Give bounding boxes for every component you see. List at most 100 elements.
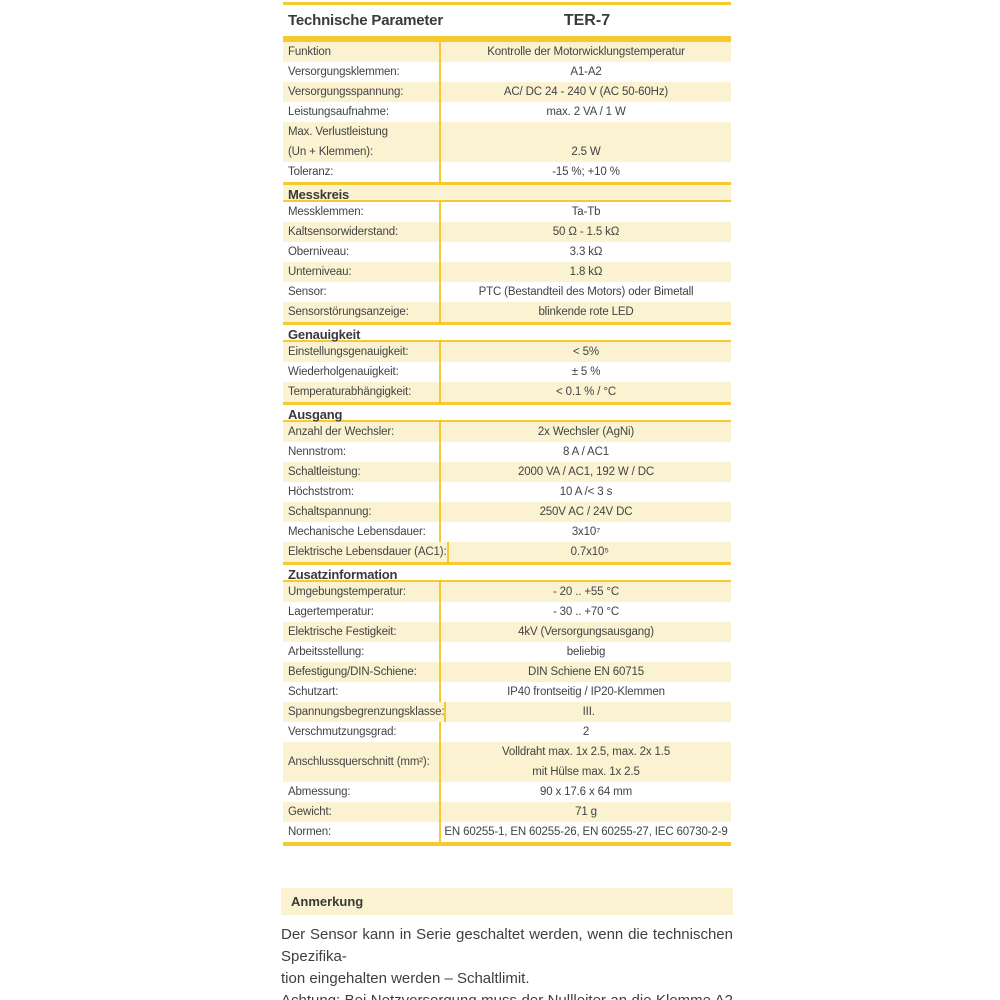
row-value: Volldraht max. 1x 2.5, max. 2x 1.5 mit Hü… — [441, 742, 731, 782]
row-value-line: 50 Ω - 1.5 kΩ — [552, 226, 620, 238]
row-label: Befestigung/DIN-Schiene: — [283, 662, 441, 682]
row-label: Temperaturabhängigkeit: — [283, 382, 441, 402]
row-label-line: Leistungsaufnahme: — [288, 106, 389, 118]
row-label: Schaltleistung: — [283, 462, 441, 482]
row-value: 3.3 kΩ — [441, 242, 731, 262]
table-row: Kaltsensorwiderstand: 50 Ω - 1.5 kΩ — [283, 222, 731, 242]
row-label-line: Spannungsbegrenzungsklasse: — [288, 706, 445, 718]
row-label-line: Schaltspannung: — [288, 506, 372, 518]
row-label-line: Höchststrom: — [288, 486, 354, 498]
table-row: Funktion Kontrolle der Motorwicklungstemp… — [283, 42, 731, 62]
row-label: Mechanische Lebensdauer: — [283, 522, 441, 542]
row-value: 1.8 kΩ — [441, 262, 731, 282]
row-label-line: Befestigung/DIN-Schiene: — [288, 666, 417, 678]
row-value: 2 — [441, 722, 731, 742]
table-row: Elektrische Lebensdauer (AC1): 0.7x10⁵ — [283, 542, 731, 562]
row-value: 71 g — [441, 802, 731, 822]
table-row: Toleranz: -15 %; +10 % — [283, 162, 731, 182]
table-row: Höchststrom: 10 A /< 3 s — [283, 482, 731, 502]
row-label: Einstellungsgenauigkeit: — [283, 342, 441, 362]
row-value: 4kV (Versorgungsausgang) — [441, 622, 731, 642]
row-value-line: - 30 .. +70 °C — [552, 606, 620, 618]
row-label: Unterniveau: — [283, 262, 441, 282]
table-row: Nennstrom: 8 A / AC1 — [283, 442, 731, 462]
table-row: Wiederholgenauigkeit: ± 5 % — [283, 362, 731, 382]
row-value-line: 0.7x10⁵ — [570, 546, 609, 558]
table-row: Schaltspannung: 250V AC / 24V DC — [283, 502, 731, 522]
row-value: 250V AC / 24V DC — [441, 502, 731, 522]
row-value-line: blinkende rote LED — [538, 306, 634, 318]
row-value-line: 4kV (Versorgungsausgang) — [518, 626, 654, 638]
gold-header-bar — [283, 36, 731, 42]
row-label: Normen: — [283, 822, 441, 842]
row-label-line: Kaltsensorwiderstand: — [288, 226, 398, 238]
row-label: Kaltsensorwiderstand: — [283, 222, 441, 242]
row-value: - 20 .. +55 °C — [441, 582, 731, 602]
row-value: 3x10⁷ — [441, 522, 731, 542]
table-header-row: Technische Parameter TER-7 — [283, 5, 731, 36]
row-label: Elektrische Lebensdauer (AC1): — [283, 542, 449, 562]
row-value-line: 90 x 17.6 x 64 mm — [539, 786, 633, 798]
row-value-line: beliebig — [566, 646, 606, 658]
row-value-line: AC/ DC 24 - 240 V (AC 50-60Hz) — [503, 86, 669, 98]
row-label-line: Unterniveau: — [288, 266, 352, 278]
table-row: Einstellungsgenauigkeit: < 5% — [283, 342, 731, 362]
row-label: Verschmutzungsgrad: — [283, 722, 441, 742]
row-label: Elektrische Festigkeit: — [283, 622, 441, 642]
row-value: < 5% — [441, 342, 731, 362]
gold-bottom-bar — [283, 842, 731, 846]
row-value: III. — [446, 702, 731, 722]
section-header: Zusatzinformation — [283, 562, 731, 582]
row-value: Kontrolle der Motorwicklungstemperatur — [441, 42, 731, 62]
table-row: Lagertemperatur: - 30 .. +70 °C — [283, 602, 731, 622]
table-row: Versorgungsklemmen: A1-A2 — [283, 62, 731, 82]
row-value: ± 5 % — [441, 362, 731, 382]
note-header: Anmerkung — [281, 888, 733, 915]
row-value-line: 10 A /< 3 s — [559, 486, 613, 498]
row-label-line: Verschmutzungsgrad: — [288, 726, 397, 738]
row-value: Ta-Tb — [441, 202, 731, 222]
table-row: Verschmutzungsgrad: 2 — [283, 722, 731, 742]
row-label-line: Abmessung: — [288, 786, 351, 798]
row-value: -15 %; +10 % — [441, 162, 731, 182]
row-value-line: III. — [582, 706, 595, 718]
row-label-line: Normen: — [288, 826, 332, 838]
section-header: Messkreis — [283, 182, 731, 202]
table-row: Messklemmen: Ta-Tb — [283, 202, 731, 222]
table-row: Normen: EN 60255-1, EN 60255-26, EN 60255… — [283, 822, 731, 842]
row-label: Umgebungstemperatur: — [283, 582, 441, 602]
table-row: Umgebungstemperatur: - 20 .. +55 °C — [283, 582, 731, 602]
table-row: Befestigung/DIN-Schiene: DIN Schiene EN 6… — [283, 662, 731, 682]
row-label: Sensor: — [283, 282, 441, 302]
row-label: Wiederholgenauigkeit: — [283, 362, 441, 382]
row-label: Anzahl der Wechsler: — [283, 422, 441, 442]
row-label-line: Einstellungsgenauigkeit: — [288, 346, 409, 358]
row-label-line: Schutzart: — [288, 686, 339, 698]
row-value: 0.7x10⁵ — [449, 542, 732, 562]
row-value: blinkende rote LED — [441, 302, 731, 322]
table-row: Elektrische Festigkeit: 4kV (Versorgungsa… — [283, 622, 731, 642]
row-value-line: PTC (Bestandteil des Motors) oder Bimeta… — [478, 286, 694, 298]
row-value-line: 2x Wechsler (AgNi) — [537, 426, 635, 438]
row-value-line: < 0.1 % / °C — [555, 386, 616, 398]
table-row: Oberniveau: 3.3 kΩ — [283, 242, 731, 262]
table-row: Arbeitsstellung: beliebig — [283, 642, 731, 662]
row-value-line: 3x10⁷ — [571, 526, 601, 538]
row-label: Funktion — [283, 42, 441, 62]
table-row: Abmessung: 90 x 17.6 x 64 mm — [283, 782, 731, 802]
table-row: Temperaturabhängigkeit: < 0.1 % / °C — [283, 382, 731, 402]
row-label-line: Wiederholgenauigkeit: — [288, 366, 399, 378]
row-value: PTC (Bestandteil des Motors) oder Bimeta… — [441, 282, 731, 302]
table-row: Spannungsbegrenzungsklasse: III. — [283, 702, 731, 722]
row-value-line: Ta-Tb — [571, 206, 601, 218]
row-value: 2x Wechsler (AgNi) — [441, 422, 731, 442]
note-paragraph: Achtung: Bei Netzversorgung muss der Nul… — [281, 990, 733, 1000]
row-label: Versorgungsklemmen: — [283, 62, 441, 82]
row-value-line: < 5% — [573, 346, 599, 358]
row-label-line: Gewicht: — [288, 806, 332, 818]
row-label-line: Anschlussquerschnitt (mm²): — [288, 756, 430, 768]
row-label: Höchststrom: — [283, 482, 441, 502]
row-label-line: Anzahl der Wechsler: — [288, 426, 395, 438]
row-label-line: Temperaturabhängigkeit: — [288, 386, 412, 398]
row-value: 2.5 W — [441, 122, 731, 162]
